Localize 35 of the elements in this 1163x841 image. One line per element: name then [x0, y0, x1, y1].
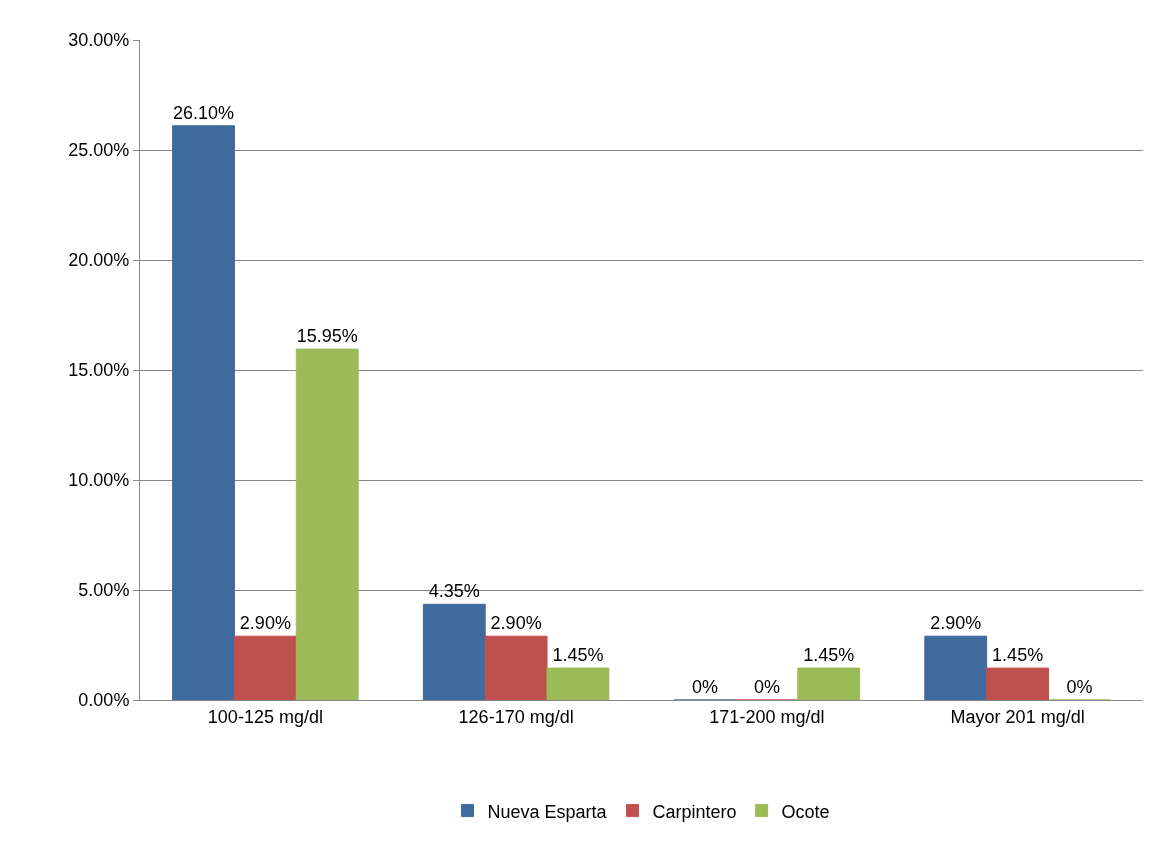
y-tick-label: 30.00% — [68, 30, 130, 51]
data-label: 2.90% — [930, 613, 982, 634]
y-tick-label: 15.00% — [68, 360, 130, 381]
legend-label: Nueva Esparta — [487, 801, 608, 822]
bar — [986, 667, 1050, 700]
bar — [797, 667, 861, 700]
y-tick-label: 5.00% — [78, 580, 130, 601]
bar — [295, 348, 359, 700]
x-tick-label: 100-125 mg/dl — [207, 706, 323, 727]
bar — [924, 635, 988, 700]
legend-label: Carpintero — [652, 801, 737, 822]
data-label: 0% — [1066, 677, 1093, 697]
data-label: 0% — [753, 677, 780, 697]
y-tick-label: 10.00% — [68, 470, 130, 491]
data-label: 1.45% — [552, 645, 604, 666]
bar — [422, 603, 486, 700]
bar — [172, 125, 235, 700]
data-label: 4.35% — [428, 581, 480, 602]
data-label: 0% — [692, 677, 719, 697]
data-label: 2.90% — [490, 613, 542, 634]
bar — [546, 667, 610, 700]
legend-label: Ocote — [781, 801, 830, 822]
data-label: 26.10% — [172, 102, 235, 123]
data-label: 1.45% — [803, 645, 855, 666]
bar — [233, 635, 297, 700]
x-tick-label: 126-170 mg/dl — [458, 706, 574, 727]
bar — [484, 635, 548, 700]
data-label: 1.45% — [992, 645, 1044, 666]
x-tick-label: 171-200 mg/dl — [709, 706, 825, 727]
y-tick-label: 0.00% — [78, 690, 130, 711]
y-tick-label: 20.00% — [68, 250, 130, 271]
y-tick-label: 25.00% — [68, 140, 130, 161]
data-label: 2.90% — [239, 613, 291, 634]
data-label: 15.95% — [296, 326, 358, 347]
x-tick-label: Mayor 201 mg/dl — [950, 706, 1085, 727]
